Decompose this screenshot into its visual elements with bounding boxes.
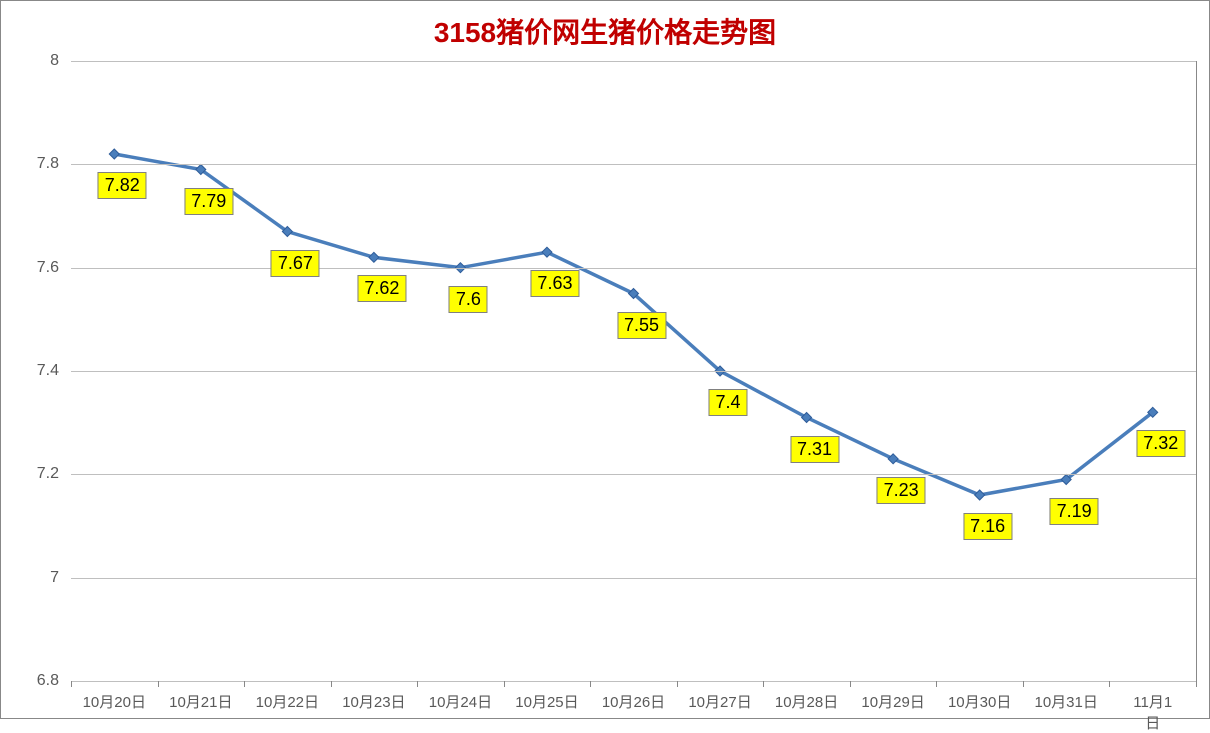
x-tick-label: 11月1日 [1131, 691, 1174, 733]
x-tick-label: 10月29日 [861, 691, 924, 712]
series-marker [369, 252, 379, 262]
x-tick-mark [677, 681, 678, 687]
x-tick-label: 10月28日 [775, 691, 838, 712]
y-tick-label: 8 [9, 52, 59, 70]
x-tick-mark [850, 681, 851, 687]
x-tick-mark [71, 681, 72, 687]
y-tick-label: 7.6 [9, 259, 59, 277]
x-tick-label: 10月20日 [83, 691, 146, 712]
data-label: 7.67 [271, 250, 320, 277]
x-tick-label: 10月27日 [688, 691, 751, 712]
x-tick-mark [590, 681, 591, 687]
x-tick-label: 10月24日 [429, 691, 492, 712]
x-tick-mark [1109, 681, 1110, 687]
x-tick-label: 10月31日 [1035, 691, 1098, 712]
y-gridline [71, 578, 1196, 579]
y-tick-label: 7.8 [9, 155, 59, 173]
data-label: 7.62 [357, 275, 406, 302]
data-label: 7.16 [963, 513, 1012, 540]
chart-container: 3158猪价网生猪价格走势图 6.8 7 7.2 7.4 7.6 7.8 8 10月20日 10… [0, 0, 1210, 719]
data-label: 7.4 [709, 389, 748, 416]
x-tick-mark [244, 681, 245, 687]
y-gridline [71, 681, 1196, 682]
x-tick-mark [763, 681, 764, 687]
x-tick-label: 10月21日 [169, 691, 232, 712]
x-tick-mark [504, 681, 505, 687]
series-marker [975, 490, 985, 500]
x-tick-label: 10月30日 [948, 691, 1011, 712]
series-marker [109, 149, 119, 159]
y-gridline [71, 474, 1196, 475]
data-label: 7.32 [1136, 430, 1185, 457]
data-label: 7.19 [1050, 498, 1099, 525]
x-tick-mark [417, 681, 418, 687]
data-label: 7.31 [790, 436, 839, 463]
data-label: 7.23 [877, 477, 926, 504]
x-tick-mark [1196, 681, 1197, 687]
data-label: 7.55 [617, 312, 666, 339]
x-tick-mark [158, 681, 159, 687]
plot-area: 6.877.27.47.67.8810月20日10月21日10月22日10月23… [71, 61, 1197, 681]
y-gridline [71, 61, 1196, 62]
x-tick-label: 10月22日 [256, 691, 319, 712]
y-tick-label: 7.4 [9, 362, 59, 380]
y-tick-label: 7.2 [9, 465, 59, 483]
y-tick-label: 7 [9, 569, 59, 587]
x-tick-mark [936, 681, 937, 687]
x-tick-label: 10月23日 [342, 691, 405, 712]
data-label: 7.79 [184, 188, 233, 215]
x-tick-label: 10月26日 [602, 691, 665, 712]
x-tick-mark [331, 681, 332, 687]
y-gridline [71, 268, 1196, 269]
x-tick-label: 10月25日 [515, 691, 578, 712]
data-label: 7.63 [530, 270, 579, 297]
y-gridline [71, 164, 1196, 165]
chart-title: 3158猪价网生猪价格走势图 [1, 11, 1209, 51]
data-label: 7.6 [449, 286, 488, 313]
x-tick-mark [1023, 681, 1024, 687]
y-tick-label: 6.8 [9, 672, 59, 690]
y-gridline [71, 371, 1196, 372]
data-label: 7.82 [98, 172, 147, 199]
